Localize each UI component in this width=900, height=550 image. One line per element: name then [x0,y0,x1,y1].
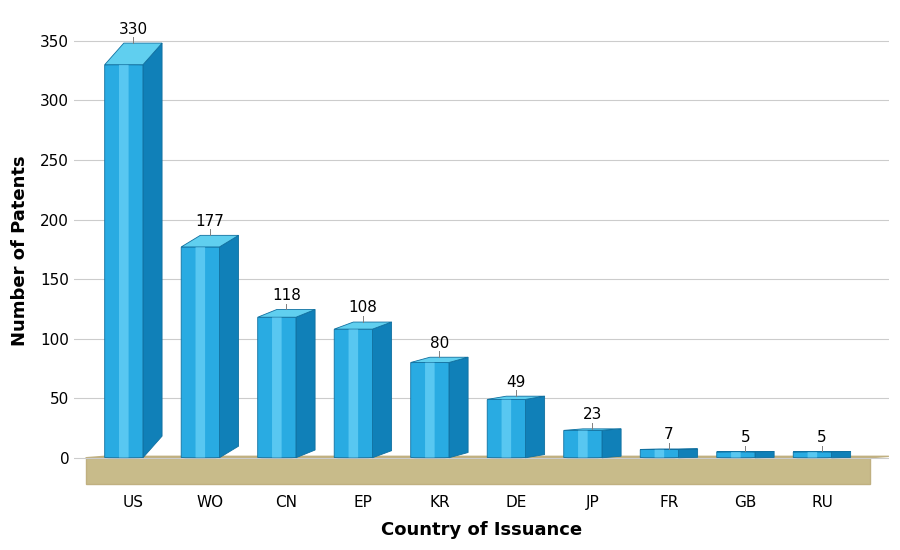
Y-axis label: Number of Patents: Number of Patents [11,155,29,346]
Polygon shape [373,322,392,458]
FancyBboxPatch shape [640,449,679,458]
Polygon shape [755,452,774,458]
Polygon shape [86,458,869,484]
FancyBboxPatch shape [104,65,143,458]
Text: 108: 108 [348,300,377,316]
FancyBboxPatch shape [716,452,755,458]
FancyBboxPatch shape [563,430,602,458]
Text: 5: 5 [741,430,751,445]
FancyBboxPatch shape [487,399,526,458]
Polygon shape [257,310,315,317]
FancyBboxPatch shape [181,247,220,458]
FancyBboxPatch shape [348,329,358,458]
FancyBboxPatch shape [654,449,664,458]
Polygon shape [104,43,162,65]
Polygon shape [181,235,238,247]
Text: 49: 49 [506,375,526,389]
Polygon shape [410,358,468,362]
FancyBboxPatch shape [793,452,832,458]
Polygon shape [602,429,621,458]
FancyBboxPatch shape [410,362,449,458]
FancyBboxPatch shape [578,431,588,458]
Polygon shape [832,452,850,458]
Polygon shape [143,43,162,458]
Polygon shape [679,449,698,458]
Text: 177: 177 [195,214,224,229]
FancyBboxPatch shape [425,362,435,458]
Text: 330: 330 [119,21,148,36]
Polygon shape [526,396,544,458]
X-axis label: Country of Issuance: Country of Issuance [381,521,582,539]
Text: 7: 7 [664,427,674,442]
FancyBboxPatch shape [731,452,741,458]
Polygon shape [334,322,392,329]
FancyBboxPatch shape [807,452,817,458]
FancyBboxPatch shape [257,317,296,458]
Polygon shape [449,358,468,458]
Polygon shape [220,235,238,458]
Text: 80: 80 [430,336,449,351]
Text: 23: 23 [582,408,602,422]
Polygon shape [487,396,544,399]
FancyBboxPatch shape [334,329,373,458]
Polygon shape [296,310,315,458]
Text: 5: 5 [817,430,827,445]
FancyBboxPatch shape [501,399,511,458]
FancyBboxPatch shape [119,65,129,458]
Text: 118: 118 [272,288,301,303]
Polygon shape [86,456,889,458]
FancyBboxPatch shape [195,247,205,458]
FancyBboxPatch shape [272,317,282,458]
Polygon shape [563,429,621,430]
